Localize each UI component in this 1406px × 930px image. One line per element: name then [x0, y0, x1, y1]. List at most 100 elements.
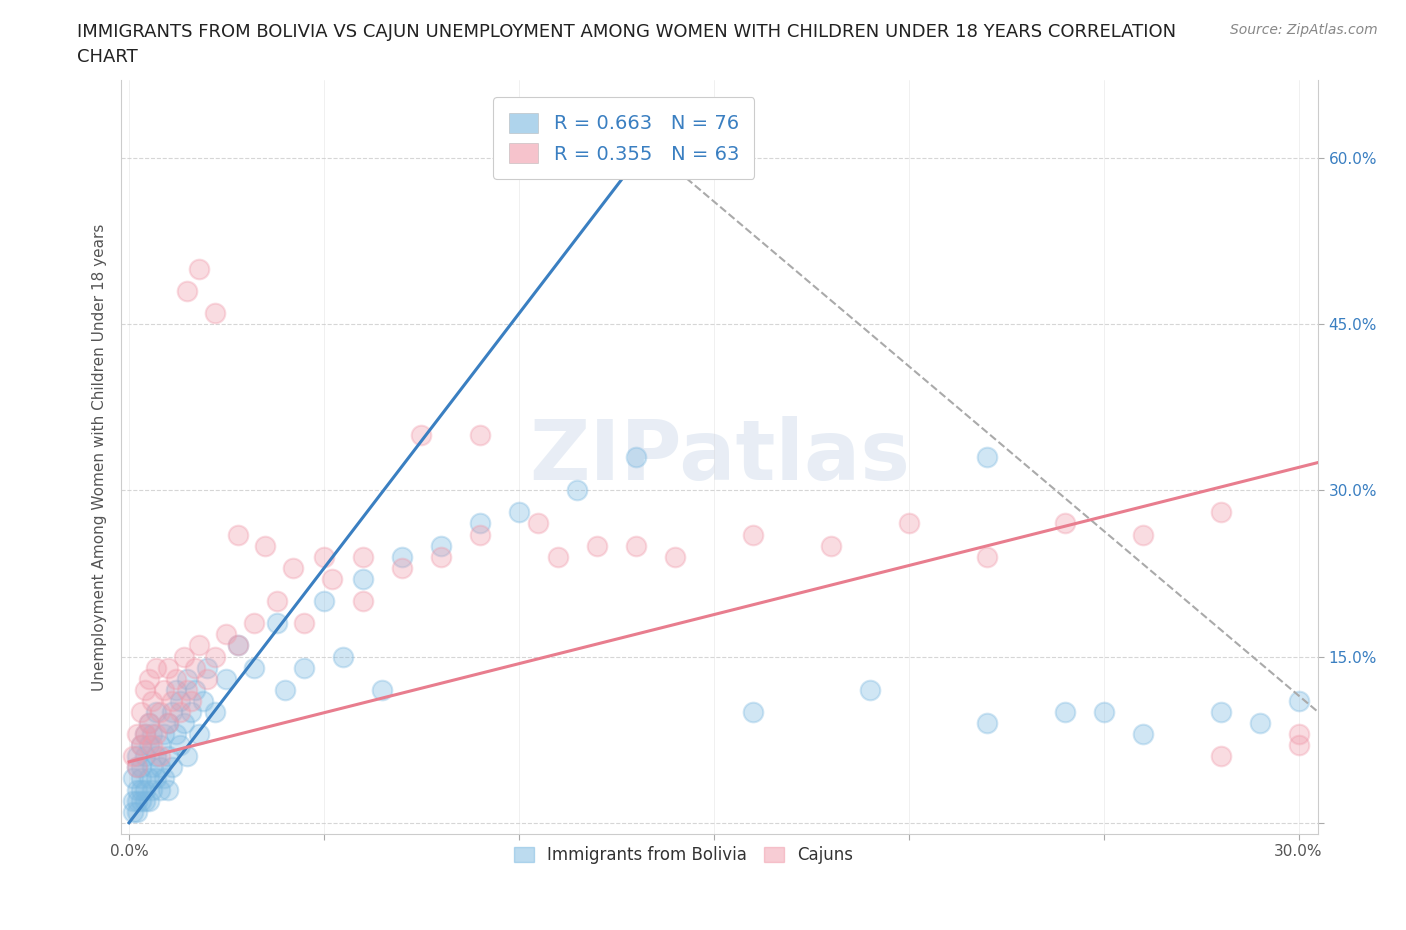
Point — [188, 261, 211, 276]
Point — [352, 571, 374, 586]
Point — [204, 305, 226, 320]
Point — [169, 705, 191, 720]
Point — [156, 715, 179, 730]
Point — [145, 771, 167, 786]
Point — [149, 749, 172, 764]
Point — [281, 561, 304, 576]
Text: Source: ZipAtlas.com: Source: ZipAtlas.com — [1230, 23, 1378, 37]
Point — [468, 527, 491, 542]
Point — [195, 671, 218, 686]
Point — [156, 715, 179, 730]
Point — [624, 538, 647, 553]
Point — [122, 771, 145, 786]
Point — [125, 726, 148, 741]
Point — [129, 737, 152, 752]
Point — [125, 749, 148, 764]
Point — [254, 538, 277, 553]
Point — [129, 771, 152, 786]
Point — [138, 715, 160, 730]
Point — [204, 649, 226, 664]
Point — [180, 694, 202, 709]
Point — [195, 660, 218, 675]
Point — [226, 638, 249, 653]
Point — [141, 782, 163, 797]
Point — [352, 593, 374, 608]
Point — [391, 561, 413, 576]
Point — [149, 737, 172, 752]
Point — [129, 793, 152, 808]
Text: IMMIGRANTS FROM BOLIVIA VS CAJUN UNEMPLOYMENT AMONG WOMEN WITH CHILDREN UNDER 18: IMMIGRANTS FROM BOLIVIA VS CAJUN UNEMPLO… — [77, 23, 1177, 41]
Point — [156, 782, 179, 797]
Point — [266, 616, 288, 631]
Point — [141, 760, 163, 775]
Point — [165, 683, 187, 698]
Legend: Immigrants from Bolivia, Cajuns: Immigrants from Bolivia, Cajuns — [508, 840, 860, 870]
Point — [149, 705, 172, 720]
Point — [141, 737, 163, 752]
Point — [294, 616, 316, 631]
Point — [352, 550, 374, 565]
Point — [188, 638, 211, 653]
Point — [547, 550, 569, 565]
Point — [294, 660, 316, 675]
Point — [312, 593, 335, 608]
Point — [153, 726, 176, 741]
Point — [176, 671, 198, 686]
Point — [176, 683, 198, 698]
Point — [215, 671, 238, 686]
Point — [1053, 516, 1076, 531]
Point — [122, 793, 145, 808]
Point — [741, 705, 763, 720]
Point — [125, 782, 148, 797]
Point — [125, 760, 148, 775]
Point — [391, 550, 413, 565]
Point — [138, 671, 160, 686]
Point — [125, 793, 148, 808]
Point — [274, 683, 297, 698]
Point — [149, 760, 172, 775]
Point — [976, 715, 998, 730]
Point — [169, 694, 191, 709]
Point — [134, 726, 156, 741]
Point — [188, 726, 211, 741]
Point — [430, 550, 453, 565]
Point — [1132, 527, 1154, 542]
Point — [204, 705, 226, 720]
Point — [215, 627, 238, 642]
Point — [1209, 505, 1232, 520]
Point — [138, 771, 160, 786]
Point — [664, 550, 686, 565]
Point — [897, 516, 920, 531]
Point — [266, 593, 288, 608]
Point — [169, 737, 191, 752]
Point — [468, 516, 491, 531]
Point — [153, 683, 176, 698]
Point — [1053, 705, 1076, 720]
Point — [129, 760, 152, 775]
Point — [430, 538, 453, 553]
Point — [134, 726, 156, 741]
Point — [1288, 726, 1310, 741]
Point — [321, 571, 343, 586]
Point — [160, 694, 183, 709]
Point — [160, 705, 183, 720]
Text: CHART: CHART — [77, 48, 138, 66]
Point — [153, 771, 176, 786]
Point — [527, 516, 550, 531]
Point — [1249, 715, 1271, 730]
Text: ZIPatlas: ZIPatlas — [529, 417, 910, 498]
Point — [134, 782, 156, 797]
Point — [160, 760, 183, 775]
Point — [129, 705, 152, 720]
Point — [585, 538, 607, 553]
Point — [468, 428, 491, 443]
Point — [176, 749, 198, 764]
Point — [859, 683, 882, 698]
Point — [371, 683, 394, 698]
Point — [134, 793, 156, 808]
Point — [567, 483, 589, 498]
Point — [134, 749, 156, 764]
Y-axis label: Unemployment Among Women with Children Under 18 years: Unemployment Among Women with Children U… — [93, 223, 107, 691]
Point — [165, 671, 187, 686]
Point — [125, 760, 148, 775]
